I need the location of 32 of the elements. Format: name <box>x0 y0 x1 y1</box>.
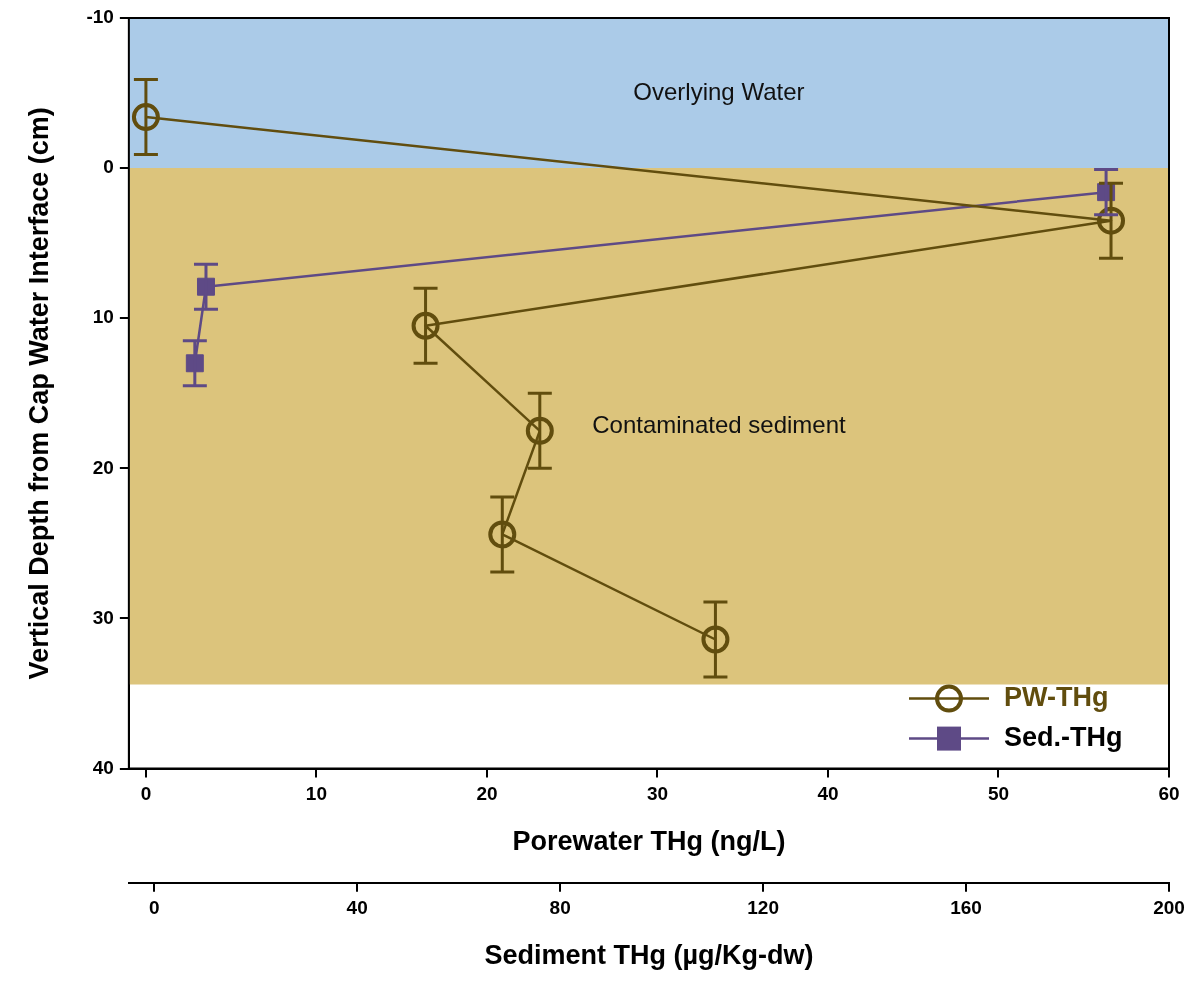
band-label: Overlying Water <box>633 77 805 105</box>
point <box>1097 206 1126 235</box>
x2-axis-title: Sediment THg (µg/Kg-dw) <box>484 940 814 971</box>
point <box>701 625 730 654</box>
x2-tick-label: 0 <box>148 897 160 919</box>
legend-label: Sed.-THg <box>1004 722 1123 753</box>
point <box>411 311 440 340</box>
point <box>488 520 517 549</box>
x-tick-label: 60 <box>1158 783 1180 805</box>
y-tick-label: 30 <box>92 606 114 628</box>
x-tick-label: 40 <box>817 783 839 805</box>
x2-tick-label: 120 <box>747 897 779 919</box>
x2-tick-label: 200 <box>1153 897 1185 919</box>
x-axis-title: Porewater THg (ng/L) <box>512 826 786 857</box>
x-tick-label: 10 <box>305 783 327 805</box>
x2-tick-label: 160 <box>950 897 982 919</box>
x2-tick-label: 40 <box>346 897 368 919</box>
y-tick-label: 40 <box>92 756 114 778</box>
y-axis-title: Vertical Depth from Cap Water Interface (cm) <box>23 107 54 680</box>
band-label: Contaminated sediment <box>592 410 846 438</box>
y-tick-label: 10 <box>92 306 114 328</box>
y-tick-label: 20 <box>92 456 114 478</box>
x-tick-label: 20 <box>476 783 498 805</box>
y-tick-label: 0 <box>103 156 114 178</box>
point <box>131 103 160 132</box>
x-tick-label: 50 <box>987 783 1010 805</box>
point <box>525 416 554 445</box>
x-tick-label: 0 <box>140 783 152 805</box>
x-tick-label: 30 <box>646 783 669 805</box>
x2-tick-label: 80 <box>549 897 571 919</box>
legend-label: PW-THg <box>1004 682 1109 713</box>
y-tick-label: -10 <box>86 6 114 28</box>
